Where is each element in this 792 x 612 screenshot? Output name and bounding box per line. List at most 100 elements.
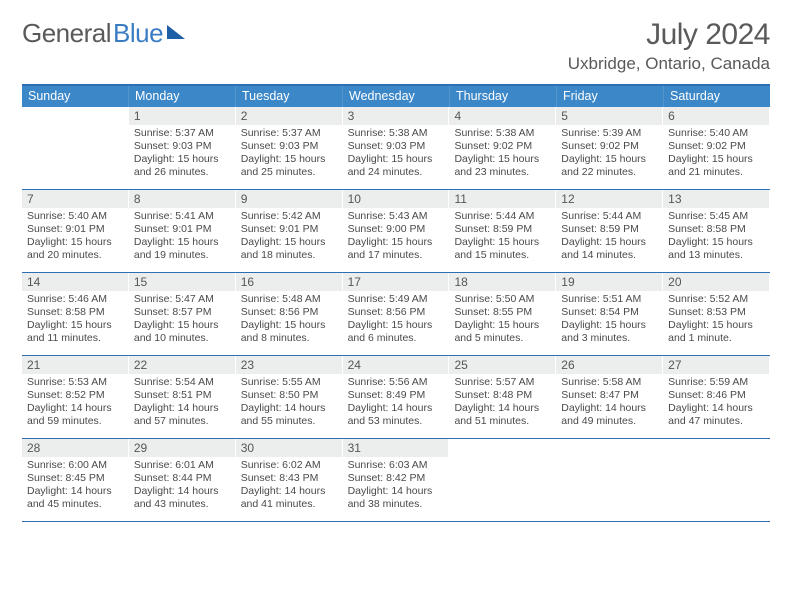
day-line-d1: Daylight: 15 hours [134, 236, 230, 249]
day-line-d1: Daylight: 14 hours [27, 485, 123, 498]
day-line-d1: Daylight: 15 hours [668, 153, 764, 166]
day-number: 22 [129, 356, 235, 374]
day-line-d1: Daylight: 15 hours [241, 153, 337, 166]
week-row: 14Sunrise: 5:46 AMSunset: 8:58 PMDayligh… [22, 273, 770, 356]
day-cell: 8Sunrise: 5:41 AMSunset: 9:01 PMDaylight… [129, 190, 236, 272]
day-body: Sunrise: 5:54 AMSunset: 8:51 PMDaylight:… [129, 374, 235, 433]
day-cell: 28Sunrise: 6:00 AMSunset: 8:45 PMDayligh… [22, 439, 129, 521]
location-text: Uxbridge, Ontario, Canada [568, 54, 770, 74]
day-line-s: Sunset: 9:02 PM [668, 140, 764, 153]
day-line-d1: Daylight: 15 hours [27, 236, 123, 249]
day-line-s: Sunset: 8:59 PM [454, 223, 550, 236]
day-body: Sunrise: 5:44 AMSunset: 8:59 PMDaylight:… [556, 208, 662, 267]
day-line-d2: and 13 minutes. [668, 249, 764, 262]
day-line-d1: Daylight: 15 hours [348, 153, 444, 166]
day-line-d2: and 11 minutes. [27, 332, 123, 345]
day-number: 28 [22, 439, 128, 457]
day-line-s: Sunset: 9:03 PM [241, 140, 337, 153]
day-number: 7 [22, 190, 128, 208]
weekday-header: Thursday [450, 86, 557, 107]
day-cell [449, 439, 556, 521]
day-cell: 11Sunrise: 5:44 AMSunset: 8:59 PMDayligh… [449, 190, 556, 272]
day-line-d1: Daylight: 15 hours [27, 319, 123, 332]
day-line-s: Sunset: 8:55 PM [454, 306, 550, 319]
day-cell: 5Sunrise: 5:39 AMSunset: 9:02 PMDaylight… [556, 107, 663, 189]
day-line-d2: and 23 minutes. [454, 166, 550, 179]
day-line-d1: Daylight: 14 hours [134, 485, 230, 498]
day-cell: 16Sunrise: 5:48 AMSunset: 8:56 PMDayligh… [236, 273, 343, 355]
weekday-header: Tuesday [236, 86, 343, 107]
day-line-r: Sunrise: 5:44 AM [454, 210, 550, 223]
day-line-r: Sunrise: 6:01 AM [134, 459, 230, 472]
day-line-r: Sunrise: 6:00 AM [27, 459, 123, 472]
day-body: Sunrise: 5:41 AMSunset: 9:01 PMDaylight:… [129, 208, 235, 267]
day-line-d2: and 24 minutes. [348, 166, 444, 179]
day-line-r: Sunrise: 5:52 AM [668, 293, 764, 306]
day-line-d1: Daylight: 14 hours [454, 402, 550, 415]
day-line-d1: Daylight: 15 hours [561, 153, 657, 166]
day-cell: 29Sunrise: 6:01 AMSunset: 8:44 PMDayligh… [129, 439, 236, 521]
day-body: Sunrise: 5:51 AMSunset: 8:54 PMDaylight:… [556, 291, 662, 350]
day-line-r: Sunrise: 5:41 AM [134, 210, 230, 223]
day-number: 2 [236, 107, 342, 125]
day-number: 19 [556, 273, 662, 291]
day-number: 29 [129, 439, 235, 457]
day-number: 15 [129, 273, 235, 291]
day-cell: 19Sunrise: 5:51 AMSunset: 8:54 PMDayligh… [556, 273, 663, 355]
day-body: Sunrise: 5:52 AMSunset: 8:53 PMDaylight:… [663, 291, 769, 350]
day-line-r: Sunrise: 5:38 AM [454, 127, 550, 140]
day-number: 13 [663, 190, 769, 208]
day-line-r: Sunrise: 6:03 AM [348, 459, 444, 472]
day-line-d2: and 43 minutes. [134, 498, 230, 511]
day-number: 1 [129, 107, 235, 125]
day-line-s: Sunset: 9:00 PM [348, 223, 444, 236]
day-cell: 26Sunrise: 5:58 AMSunset: 8:47 PMDayligh… [556, 356, 663, 438]
day-line-r: Sunrise: 5:39 AM [561, 127, 657, 140]
day-line-s: Sunset: 9:01 PM [241, 223, 337, 236]
day-line-s: Sunset: 8:48 PM [454, 389, 550, 402]
day-number: 12 [556, 190, 662, 208]
day-cell: 4Sunrise: 5:38 AMSunset: 9:02 PMDaylight… [449, 107, 556, 189]
day-line-d1: Daylight: 15 hours [561, 236, 657, 249]
day-line-d2: and 59 minutes. [27, 415, 123, 428]
title-block: July 2024 Uxbridge, Ontario, Canada [568, 18, 770, 74]
day-line-d2: and 45 minutes. [27, 498, 123, 511]
day-line-r: Sunrise: 5:59 AM [668, 376, 764, 389]
header-row: GeneralBlue July 2024 Uxbridge, Ontario,… [22, 18, 770, 74]
day-number: 23 [236, 356, 342, 374]
day-line-s: Sunset: 8:43 PM [241, 472, 337, 485]
day-line-d2: and 15 minutes. [454, 249, 550, 262]
day-line-d1: Daylight: 15 hours [668, 236, 764, 249]
day-number: 5 [556, 107, 662, 125]
day-number: 21 [22, 356, 128, 374]
day-line-s: Sunset: 9:02 PM [454, 140, 550, 153]
day-line-d1: Daylight: 15 hours [668, 319, 764, 332]
month-title: July 2024 [568, 18, 770, 52]
day-body: Sunrise: 5:59 AMSunset: 8:46 PMDaylight:… [663, 374, 769, 433]
day-line-r: Sunrise: 5:37 AM [134, 127, 230, 140]
day-line-s: Sunset: 8:46 PM [668, 389, 764, 402]
day-line-r: Sunrise: 5:46 AM [27, 293, 123, 306]
day-line-d1: Daylight: 15 hours [561, 319, 657, 332]
day-cell [556, 439, 663, 521]
day-line-s: Sunset: 9:01 PM [134, 223, 230, 236]
day-number: 25 [449, 356, 555, 374]
day-line-d2: and 18 minutes. [241, 249, 337, 262]
day-body: Sunrise: 6:03 AMSunset: 8:42 PMDaylight:… [343, 457, 449, 516]
day-line-d2: and 14 minutes. [561, 249, 657, 262]
day-line-s: Sunset: 8:51 PM [134, 389, 230, 402]
day-number: 8 [129, 190, 235, 208]
day-line-d2: and 1 minute. [668, 332, 764, 345]
day-line-d2: and 47 minutes. [668, 415, 764, 428]
day-line-d2: and 22 minutes. [561, 166, 657, 179]
day-line-s: Sunset: 8:42 PM [348, 472, 444, 485]
day-line-r: Sunrise: 5:45 AM [668, 210, 764, 223]
day-line-d1: Daylight: 14 hours [27, 402, 123, 415]
day-cell: 13Sunrise: 5:45 AMSunset: 8:58 PMDayligh… [663, 190, 770, 272]
day-line-d1: Daylight: 14 hours [134, 402, 230, 415]
day-cell: 12Sunrise: 5:44 AMSunset: 8:59 PMDayligh… [556, 190, 663, 272]
day-line-r: Sunrise: 5:55 AM [241, 376, 337, 389]
day-cell: 18Sunrise: 5:50 AMSunset: 8:55 PMDayligh… [449, 273, 556, 355]
day-line-r: Sunrise: 5:40 AM [27, 210, 123, 223]
day-body: Sunrise: 5:37 AMSunset: 9:03 PMDaylight:… [129, 125, 235, 184]
